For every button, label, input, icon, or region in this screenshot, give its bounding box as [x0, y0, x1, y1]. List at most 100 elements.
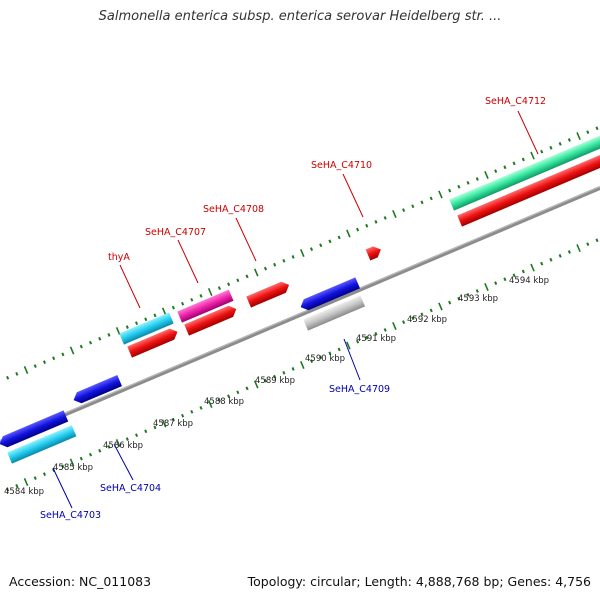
tick-mark — [144, 317, 148, 322]
tick-mark — [115, 326, 121, 335]
tick-mark — [549, 257, 553, 262]
gene-label-c4703: SeHA_C4703 — [40, 510, 101, 521]
gene-label-c4707: SeHA_C4707 — [145, 227, 206, 238]
gene-c4710[interactable] — [365, 244, 384, 261]
scale-label: 4588 kbp — [204, 397, 244, 407]
tick-mark — [392, 322, 397, 331]
scale-label: 4594 kbp — [509, 276, 549, 286]
leader-c4708 — [235, 217, 257, 262]
tick-mark — [429, 196, 433, 201]
tick-mark — [337, 347, 341, 352]
tick-mark — [88, 452, 93, 457]
scale-label: 4587 kbp — [153, 419, 193, 429]
tick-mark — [365, 223, 369, 228]
tick-mark — [429, 308, 433, 313]
tick-mark — [484, 283, 489, 292]
tick-mark — [586, 130, 590, 135]
tick-mark — [457, 184, 461, 189]
tick-mark — [484, 171, 489, 180]
gene-c4712-partner[interactable] — [457, 149, 600, 227]
tick-mark — [181, 301, 185, 306]
gene-c4708[interactable] — [246, 279, 291, 308]
gene-c4707-partner[interactable] — [184, 303, 238, 336]
tick-mark — [135, 433, 139, 438]
leader-c4710 — [342, 173, 364, 218]
tick-mark — [300, 249, 305, 258]
tick-mark — [448, 188, 452, 193]
tick-mark — [438, 190, 443, 199]
genome-backbone-highlight — [0, 186, 600, 442]
gene-c4703[interactable] — [7, 425, 77, 464]
tick-mark — [33, 364, 37, 368]
scale-label: 4589 kbp — [255, 376, 295, 386]
tick-mark — [199, 294, 203, 298]
tick-mark — [392, 210, 397, 219]
tick-mark — [181, 413, 185, 418]
scale-label: 4590 kbp — [305, 354, 345, 364]
tick-mark — [383, 216, 387, 220]
tick-mark — [23, 477, 29, 486]
tick-mark — [273, 262, 277, 267]
scale-label: 4593 kbp — [458, 294, 498, 304]
tick-mark — [530, 151, 535, 160]
leader-c4703 — [52, 467, 73, 509]
gene-c4704-block[interactable] — [71, 375, 122, 406]
tick-mark — [420, 312, 424, 317]
gene-c4707[interactable] — [177, 289, 234, 323]
gene-c4709-partner[interactable] — [303, 295, 366, 331]
tick-mark — [115, 438, 121, 447]
map-title: Salmonella enterica subsp. enterica sero… — [98, 9, 502, 24]
tick-mark — [402, 320, 406, 325]
tick-mark — [595, 126, 599, 131]
tick-mark — [79, 456, 83, 461]
tick-mark — [365, 335, 369, 340]
gene-label-c4709: SeHA_C4709 — [329, 384, 390, 395]
tick-mark — [236, 390, 240, 395]
tick-mark — [346, 229, 351, 238]
tick-mark — [494, 169, 498, 174]
tick-mark — [107, 333, 111, 337]
gene-c4702[interactable] — [0, 410, 69, 449]
tick-mark — [52, 356, 56, 361]
scale-label: 4584 kbp — [4, 487, 44, 497]
accession-text: Accession: NC_011083 — [9, 574, 152, 589]
scale-label: 4591 kbp — [356, 334, 396, 344]
tick-mark — [245, 386, 249, 391]
scale-labels: 4584 kbp 4585 kbp 4586 kbp 4587 kbp 4588… — [4, 276, 549, 497]
tick-mark — [253, 268, 259, 277]
tick-mark — [153, 313, 157, 318]
tick-mark — [530, 263, 535, 272]
tick-mark — [567, 138, 571, 142]
tick-mark — [42, 472, 47, 477]
tick-mark — [6, 487, 10, 492]
leader-c4709 — [343, 338, 361, 381]
tick-mark — [448, 300, 452, 305]
tick-mark — [466, 180, 470, 185]
reverse-tick-track — [6, 238, 599, 492]
tick-mark — [33, 476, 37, 480]
tick-mark — [207, 400, 213, 409]
tick-mark — [291, 367, 295, 371]
tick-mark — [236, 278, 240, 283]
gene-thyA[interactable] — [119, 312, 174, 345]
tick-mark — [207, 288, 213, 297]
tick-mark — [374, 331, 378, 336]
gene-thyA-partner[interactable] — [127, 326, 180, 358]
tick-mark — [558, 253, 562, 258]
tick-mark — [161, 419, 167, 428]
tick-mark — [337, 235, 341, 240]
gene-c4712[interactable] — [449, 133, 600, 211]
tick-mark — [88, 340, 93, 345]
tick-mark — [125, 325, 129, 329]
tick-mark — [411, 204, 415, 209]
tick-mark — [107, 445, 111, 449]
tick-mark — [79, 344, 83, 349]
genome-summary-text: Topology: circular; Length: 4,888,768 bp… — [247, 574, 591, 589]
tick-mark — [595, 238, 599, 243]
tick-mark — [42, 360, 47, 365]
gene-c4709[interactable] — [298, 277, 361, 312]
tick-mark — [466, 292, 470, 297]
tick-mark — [23, 365, 29, 374]
tick-mark — [438, 302, 443, 311]
tick-mark — [328, 351, 332, 356]
